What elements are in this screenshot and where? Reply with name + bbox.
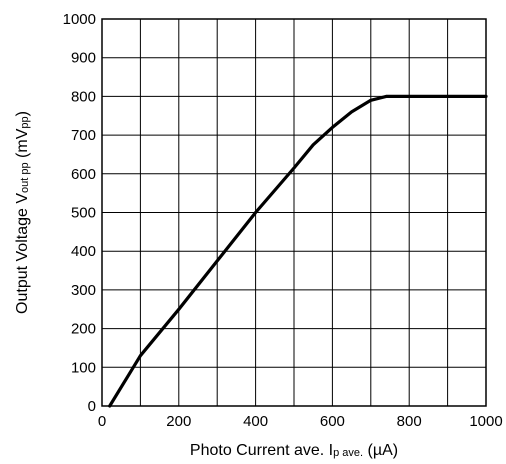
y-tick-label: 0 xyxy=(88,398,96,415)
series-line xyxy=(108,94,488,408)
grid-lines xyxy=(102,19,486,406)
x-tick-label: 200 xyxy=(166,413,191,430)
x-tick-label: 800 xyxy=(397,413,422,430)
y-tick-label: 100 xyxy=(71,359,96,376)
y-tick-label: 600 xyxy=(71,166,96,183)
y-axis-title: Output Voltage Vout pp (mVpp) xyxy=(14,111,31,314)
data-series xyxy=(108,94,488,408)
y-tick-label: 200 xyxy=(71,321,96,338)
y-tick-label: 400 xyxy=(71,243,96,260)
y-tick-label: 900 xyxy=(71,50,96,67)
x-tick-label: 600 xyxy=(320,413,345,430)
x-axis-title: Photo Current ave. Ip ave. (µA) xyxy=(190,442,398,459)
plot-area-frame xyxy=(101,18,487,407)
y-tick-label: 700 xyxy=(71,127,96,144)
x-tick-label: 1000 xyxy=(469,413,502,430)
x-tick-label: 400 xyxy=(243,413,268,430)
x-tick-label: 0 xyxy=(98,413,106,430)
y-tick-label: 800 xyxy=(71,88,96,105)
y-tick-label: 300 xyxy=(71,282,96,299)
y-tick-label: 1000 xyxy=(63,11,96,28)
tick-labels: 0 100 200 300 400 500 600 700 800 900 1000 0 200 400 6… xyxy=(63,11,503,430)
y-tick-label: 500 xyxy=(71,205,96,222)
